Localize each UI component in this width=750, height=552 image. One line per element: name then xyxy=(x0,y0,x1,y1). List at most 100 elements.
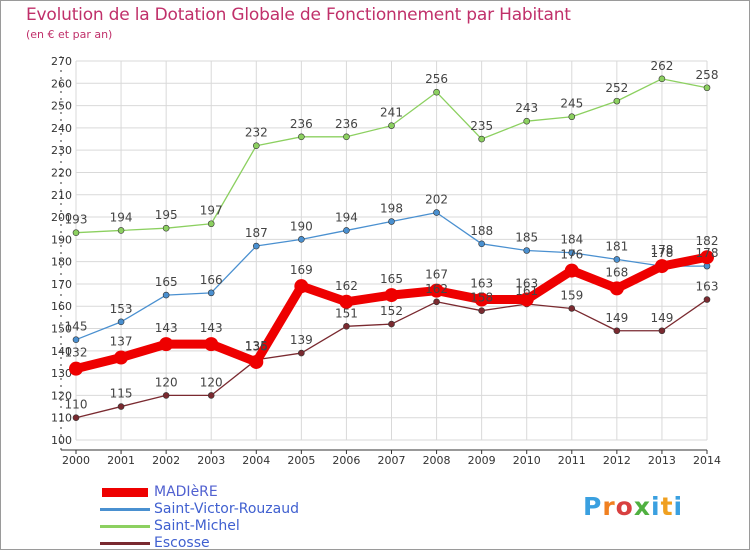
logo-letter: i xyxy=(673,492,684,521)
data-point xyxy=(519,292,534,307)
data-label: 161 xyxy=(515,284,538,298)
data-point xyxy=(568,249,576,257)
y-tick-label: 260 xyxy=(51,77,72,90)
data-point xyxy=(433,88,440,96)
data-point xyxy=(703,296,711,303)
data-point xyxy=(658,327,666,335)
legend-swatch xyxy=(102,488,148,497)
data-label: 159 xyxy=(560,288,583,302)
data-point xyxy=(568,113,576,121)
data-label: 236 xyxy=(290,117,313,131)
logo-letter: i xyxy=(651,492,661,521)
data-label: 190 xyxy=(290,219,313,233)
data-label: 193 xyxy=(65,213,88,227)
data-point xyxy=(433,209,440,216)
data-point xyxy=(388,320,395,328)
data-label: 136 xyxy=(245,340,268,354)
data-point xyxy=(207,289,215,297)
data-point xyxy=(478,240,485,248)
data-label: 184 xyxy=(560,233,583,247)
data-point xyxy=(298,133,305,141)
data-label: 198 xyxy=(380,202,403,216)
data-label: 152 xyxy=(380,304,403,318)
data-label: 143 xyxy=(155,321,178,335)
x-tick-label: 2012 xyxy=(603,454,631,467)
axis-layer: 1001101201301401501601701801902002102202… xyxy=(51,55,721,467)
data-point xyxy=(162,224,170,232)
data-point xyxy=(298,236,305,243)
legend-swatch xyxy=(100,542,150,545)
y-tick-label: 270 xyxy=(51,55,72,68)
y-tick-label: 180 xyxy=(51,256,72,269)
data-label: 188 xyxy=(470,224,493,238)
data-point xyxy=(339,294,354,309)
data-label: 245 xyxy=(560,97,583,111)
y-tick-label: 240 xyxy=(51,122,72,135)
y-tick-label: 210 xyxy=(51,189,72,202)
data-label: 181 xyxy=(605,239,628,253)
logo-letter: x xyxy=(633,492,651,521)
data-label: 194 xyxy=(110,210,133,224)
x-tick-label: 2005 xyxy=(287,454,315,467)
data-label: 167 xyxy=(425,268,448,282)
data-label: 178 xyxy=(650,243,673,257)
data-label: 120 xyxy=(200,375,223,389)
data-point xyxy=(294,279,309,294)
grid-layer xyxy=(75,60,708,441)
data-point xyxy=(523,117,531,125)
data-point xyxy=(343,133,350,141)
data-label: 139 xyxy=(290,333,313,347)
data-label: 162 xyxy=(425,282,448,296)
data-point xyxy=(117,227,125,234)
data-point xyxy=(388,218,395,225)
data-label: 194 xyxy=(335,210,358,224)
data-label: 163 xyxy=(696,280,719,294)
data-label: 232 xyxy=(245,126,268,140)
x-tick-label: 2010 xyxy=(513,454,541,467)
legend-swatch xyxy=(100,525,150,528)
x-tick-label: 2011 xyxy=(558,454,586,467)
x-tick-label: 2009 xyxy=(468,454,496,467)
data-label: 149 xyxy=(605,311,628,325)
data-label: 151 xyxy=(335,306,358,320)
legend-label: Saint-Victor-Rouzaud xyxy=(154,501,299,517)
data-point xyxy=(474,292,489,307)
data-label: 145 xyxy=(65,320,88,334)
data-point xyxy=(249,354,264,369)
logo-letter: t xyxy=(660,492,674,521)
legend-swatch xyxy=(100,508,150,511)
data-point xyxy=(564,263,579,278)
x-tick-label: 2000 xyxy=(62,454,90,467)
data-point xyxy=(114,350,129,365)
x-tick-label: 2013 xyxy=(648,454,676,467)
y-tick-label: 170 xyxy=(51,278,72,291)
data-point xyxy=(433,298,440,306)
y-tick-label: 120 xyxy=(51,389,72,402)
data-point xyxy=(117,318,125,326)
data-label: 202 xyxy=(425,193,448,207)
data-label: 176 xyxy=(560,248,583,262)
data-label: 162 xyxy=(335,279,358,293)
series-layer xyxy=(69,75,714,422)
data-point xyxy=(343,227,350,234)
data-point xyxy=(204,337,219,352)
data-label: 252 xyxy=(605,81,628,95)
data-point xyxy=(613,327,621,335)
data-label: 256 xyxy=(425,72,448,86)
y-tick-label: 220 xyxy=(51,166,72,179)
data-point xyxy=(478,307,485,314)
data-label: 187 xyxy=(245,226,268,240)
data-label: 110 xyxy=(65,398,88,412)
data-label: 115 xyxy=(110,387,133,401)
data-label: 235 xyxy=(470,119,493,133)
logo-letter: o xyxy=(615,492,634,521)
proxiti-logo: Proxiti xyxy=(583,492,683,521)
data-point xyxy=(703,84,711,92)
data-label: 168 xyxy=(605,265,628,279)
data-point xyxy=(69,361,83,376)
data-point xyxy=(478,135,485,143)
data-label: 135 xyxy=(245,339,268,353)
x-tick-label: 2002 xyxy=(152,454,180,467)
legend-label: Escosse xyxy=(154,535,210,551)
